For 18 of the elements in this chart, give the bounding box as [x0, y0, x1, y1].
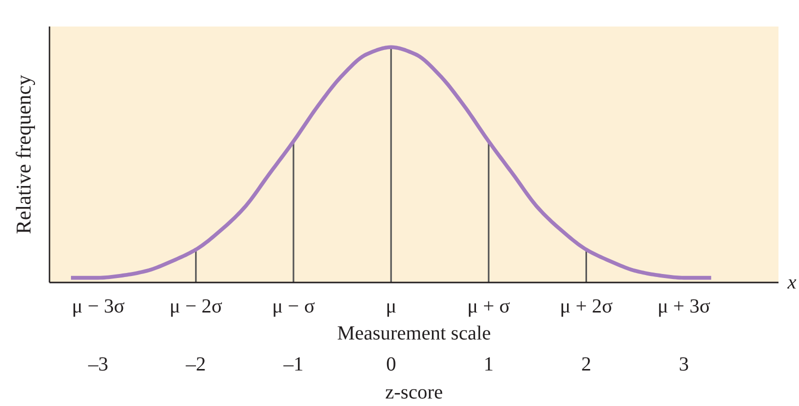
x-tick-label: μ + 3σ: [657, 296, 710, 318]
x-axis-title: Measurement scale: [337, 322, 492, 344]
x2-tick-label: 0: [386, 354, 396, 376]
x2-tick-label: 2: [581, 354, 592, 376]
x2-tick-label: 3: [678, 354, 689, 376]
x-tick-label: μ − 2σ: [169, 296, 222, 318]
x2-tick-label: 1: [484, 354, 494, 376]
x2-axis-title: z-score: [385, 382, 443, 404]
x-tick-label: μ + σ: [467, 296, 510, 318]
text: x: [786, 272, 796, 294]
x-tick-label: μ − σ: [272, 296, 316, 318]
x2-tick-label: –2: [184, 354, 206, 376]
x2-tick-label: –3: [87, 354, 108, 376]
x-tick-label: μ − 3σ: [72, 296, 125, 318]
x2-tick-label: –1: [282, 354, 304, 376]
y-axis-title: Relative frequency: [12, 74, 36, 234]
x-tick-label: μ: [386, 296, 396, 318]
x-tick-label: μ + 2σ: [560, 296, 613, 318]
